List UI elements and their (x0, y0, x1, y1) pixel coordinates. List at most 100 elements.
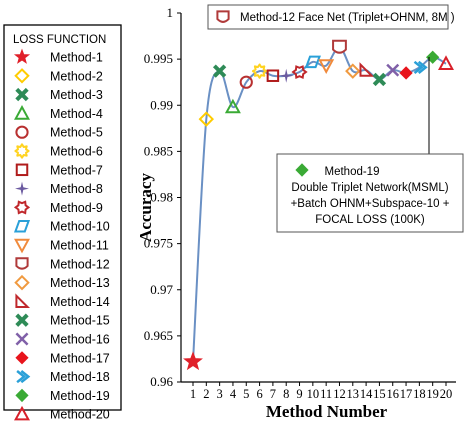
data-point-method-12-highlight (332, 39, 347, 54)
legend-label: Method-7 (50, 163, 103, 177)
legend-marker-method-13 (14, 274, 30, 291)
legend-label: Method-3 (50, 88, 103, 102)
x-tick-label: 6 (256, 387, 262, 401)
legend-label: Method-11 (50, 239, 109, 253)
legend-label: Method-13 (50, 276, 110, 290)
y-tick-label: 0.96 (150, 374, 173, 389)
x-tick-label: 1 (190, 387, 196, 401)
data-point-method-11 (318, 59, 335, 74)
x-tick-label: 16 (386, 387, 399, 401)
data-point-method-4 (224, 98, 241, 114)
legend-label: Method-10 (50, 220, 110, 234)
legend-label: Method-1 (50, 51, 103, 65)
data-point-method-8 (279, 68, 294, 83)
data-point-method-19 (426, 50, 440, 64)
x-tick-label: 7 (270, 387, 276, 401)
data-point-method-14 (359, 62, 375, 77)
y-tick-label: 1 (167, 5, 174, 20)
legend-label: Method-20 (50, 408, 110, 422)
data-point-method-7 (266, 69, 280, 82)
legend-label: Method-12 (50, 257, 110, 271)
legend-marker-method-20 (14, 405, 30, 421)
annotation-method-12: Method-12 Face Net (Triplet+OHNM, 8M ) (207, 4, 455, 30)
y-tick-label: 0.965 (144, 328, 173, 343)
annotation-method-12-box (207, 4, 449, 30)
x-tick-labels: 1 2 3 4 5 6 7 8 9 10 11 12 13 14 15 16 17 18 19 20 (190, 382, 452, 401)
x-axis-label: Method Number (266, 402, 388, 421)
annotation-method-19-icon (295, 163, 309, 177)
data-point-method-15 (372, 72, 387, 87)
legend-label: Method-4 (50, 107, 103, 121)
annotation-method-19-line: Method-19 (325, 166, 380, 178)
x-tick-label: 4 (230, 387, 237, 401)
annotation-method-19-box (276, 153, 464, 233)
y-tick-label: 0.97 (150, 282, 173, 297)
data-point-method-13 (345, 63, 361, 79)
data-point-method-9 (291, 65, 308, 80)
legend-marker-method-14 (15, 293, 31, 308)
data-point-method-1 (183, 351, 203, 371)
annotation-method-19-line: Double Triplet Network(MSML) (291, 182, 448, 194)
data-point-method-16 (386, 63, 400, 77)
legend-label: Method-8 (50, 182, 103, 196)
y-tick-label: 0.985 (144, 143, 173, 158)
legend: LOSS FUNCTION Method-1 Method-2 Method-3 Me… (3, 24, 122, 422)
legend-marker-method-8 (15, 181, 29, 196)
x-tick-label: 11 (320, 387, 332, 401)
legend-marker-method-11 (14, 238, 30, 254)
x-tick-label: 15 (373, 387, 386, 401)
x-tick-label: 9 (296, 387, 302, 401)
data-point-method-10 (304, 55, 321, 69)
legend-marker-method-9 (13, 200, 31, 215)
legend-label: Method-19 (50, 389, 110, 403)
x-tick-label: 10 (307, 387, 320, 401)
legend-marker-method-10 (13, 220, 31, 233)
annotation-method-19: Method-19 Double Triplet Network(MSML) +… (276, 57, 464, 233)
data-point-method-2 (198, 111, 215, 127)
annotation-method-19-line: +Batch OHNM+Subspace-10 + (291, 198, 450, 210)
x-tick-label: 20 (440, 387, 453, 401)
legend-box (3, 24, 122, 411)
y-tick-label: 0.99 (150, 97, 173, 112)
legend-marker-method-1 (13, 48, 31, 64)
legend-label: Method-15 (50, 314, 110, 328)
y-tick-labels: 0.96 0.965 0.97 0.975 0.98 0.985 0.99 0.995 1 (144, 5, 181, 389)
data-point-method-18 (413, 60, 428, 74)
x-tick-label: 8 (283, 387, 289, 401)
x-tick-label: 5 (243, 387, 249, 401)
data-markers (183, 39, 454, 371)
x-tick-label: 18 (413, 387, 426, 401)
x-tick-label: 19 (426, 387, 439, 401)
data-point-method-3 (212, 64, 227, 78)
legend-title: LOSS FUNCTION (13, 34, 106, 46)
legend-label: Method-14 (50, 295, 110, 309)
x-tick-label: 12 (333, 387, 346, 401)
legend-marker-method-4 (14, 105, 30, 120)
legend-label: Method-2 (50, 69, 103, 83)
legend-marker-method-18 (16, 370, 31, 384)
data-point-method-5 (239, 75, 253, 89)
legend-marker-method-3 (15, 87, 29, 102)
legend-label: Method-6 (50, 145, 103, 159)
x-tick-label: 2 (203, 387, 209, 401)
legend-marker-method-19 (15, 388, 29, 403)
annotation-method-12-icon (216, 10, 230, 23)
legend-marker-method-7 (15, 163, 29, 177)
legend-marker-method-6 (14, 143, 30, 159)
x-tick-label: 3 (217, 387, 223, 401)
annotation-method-19-line: FOCAL LOSS (100K) (315, 214, 425, 226)
legend-label: Method-17 (50, 351, 110, 365)
y-axis-label: Accuracy (136, 173, 155, 242)
y-tick-label: 0.995 (144, 51, 173, 66)
x-tick-label: 13 (347, 387, 360, 401)
legend-marker-method-2 (14, 68, 30, 84)
annotation-method-12-text: Method-12 Face Net (Triplet+OHNM, 8M ) (240, 12, 455, 24)
legend-label: Method-9 (50, 201, 103, 215)
data-point-method-20 (438, 55, 454, 70)
legend-marker-method-5 (15, 125, 29, 139)
legend-label: Method-5 (50, 126, 103, 140)
legend-marker-method-16 (15, 332, 29, 346)
legend-label: Method-16 (50, 333, 110, 347)
legend-marker-method-12 (15, 257, 29, 270)
